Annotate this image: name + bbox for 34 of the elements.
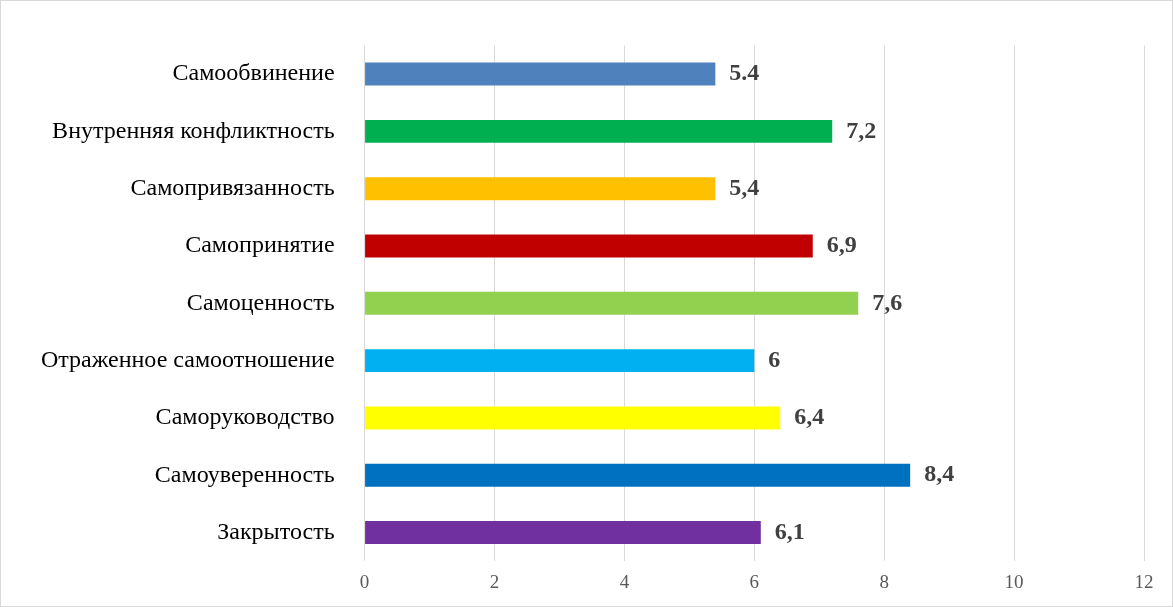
- data-label: 6,4: [794, 403, 825, 430]
- data-label: 8,4: [924, 460, 955, 487]
- x-tick-label: 2: [489, 570, 500, 592]
- x-tick-label: 4: [619, 570, 630, 592]
- y-tick-label: Внутренняя конфликтность: [52, 116, 335, 143]
- bar: [365, 406, 781, 430]
- bar: [365, 349, 755, 373]
- y-tick-label: Отраженное самоотношение: [41, 345, 335, 372]
- x-tick-label: 10: [1004, 570, 1024, 592]
- y-tick-label: Самообвинение: [172, 59, 335, 86]
- y-tick-label: Самопринятие: [185, 231, 335, 258]
- bar: [365, 521, 761, 545]
- x-tick-label: 0: [359, 570, 370, 592]
- data-label: 7,6: [872, 288, 903, 315]
- bar: [365, 234, 813, 258]
- bar: [365, 177, 716, 201]
- data-label: 5,4: [729, 173, 760, 200]
- y-tick-label: Самоценность: [186, 288, 335, 315]
- y-tick-label: Саморуководство: [155, 403, 335, 430]
- data-label: 6: [768, 345, 781, 372]
- y-tick-label: Самоуверенность: [154, 460, 335, 487]
- y-tick-label: Закрытость: [217, 517, 335, 544]
- bar: [365, 291, 859, 315]
- bar: [365, 62, 716, 86]
- data-label: 7,2: [846, 116, 877, 143]
- bar: [365, 463, 911, 487]
- bar: [365, 119, 833, 143]
- x-tick-label: 8: [879, 570, 889, 592]
- x-tick-label: 12: [1134, 570, 1154, 592]
- x-tick-label: 6: [749, 570, 760, 592]
- data-label: 6,1: [774, 517, 805, 544]
- y-tick-label: Самопривязанность: [130, 173, 335, 200]
- data-label: 5.4: [729, 59, 760, 86]
- data-label: 6,9: [826, 231, 857, 258]
